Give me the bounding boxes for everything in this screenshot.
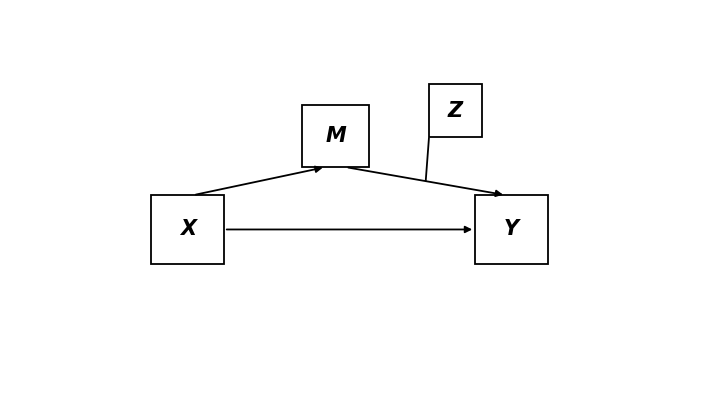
- Bar: [429, 85, 482, 137]
- Bar: [475, 195, 547, 264]
- Text: Y: Y: [504, 220, 519, 239]
- Text: X: X: [179, 220, 196, 239]
- Text: M: M: [325, 126, 346, 146]
- Bar: [151, 195, 224, 264]
- Bar: [302, 105, 369, 167]
- Text: Z: Z: [448, 101, 463, 121]
